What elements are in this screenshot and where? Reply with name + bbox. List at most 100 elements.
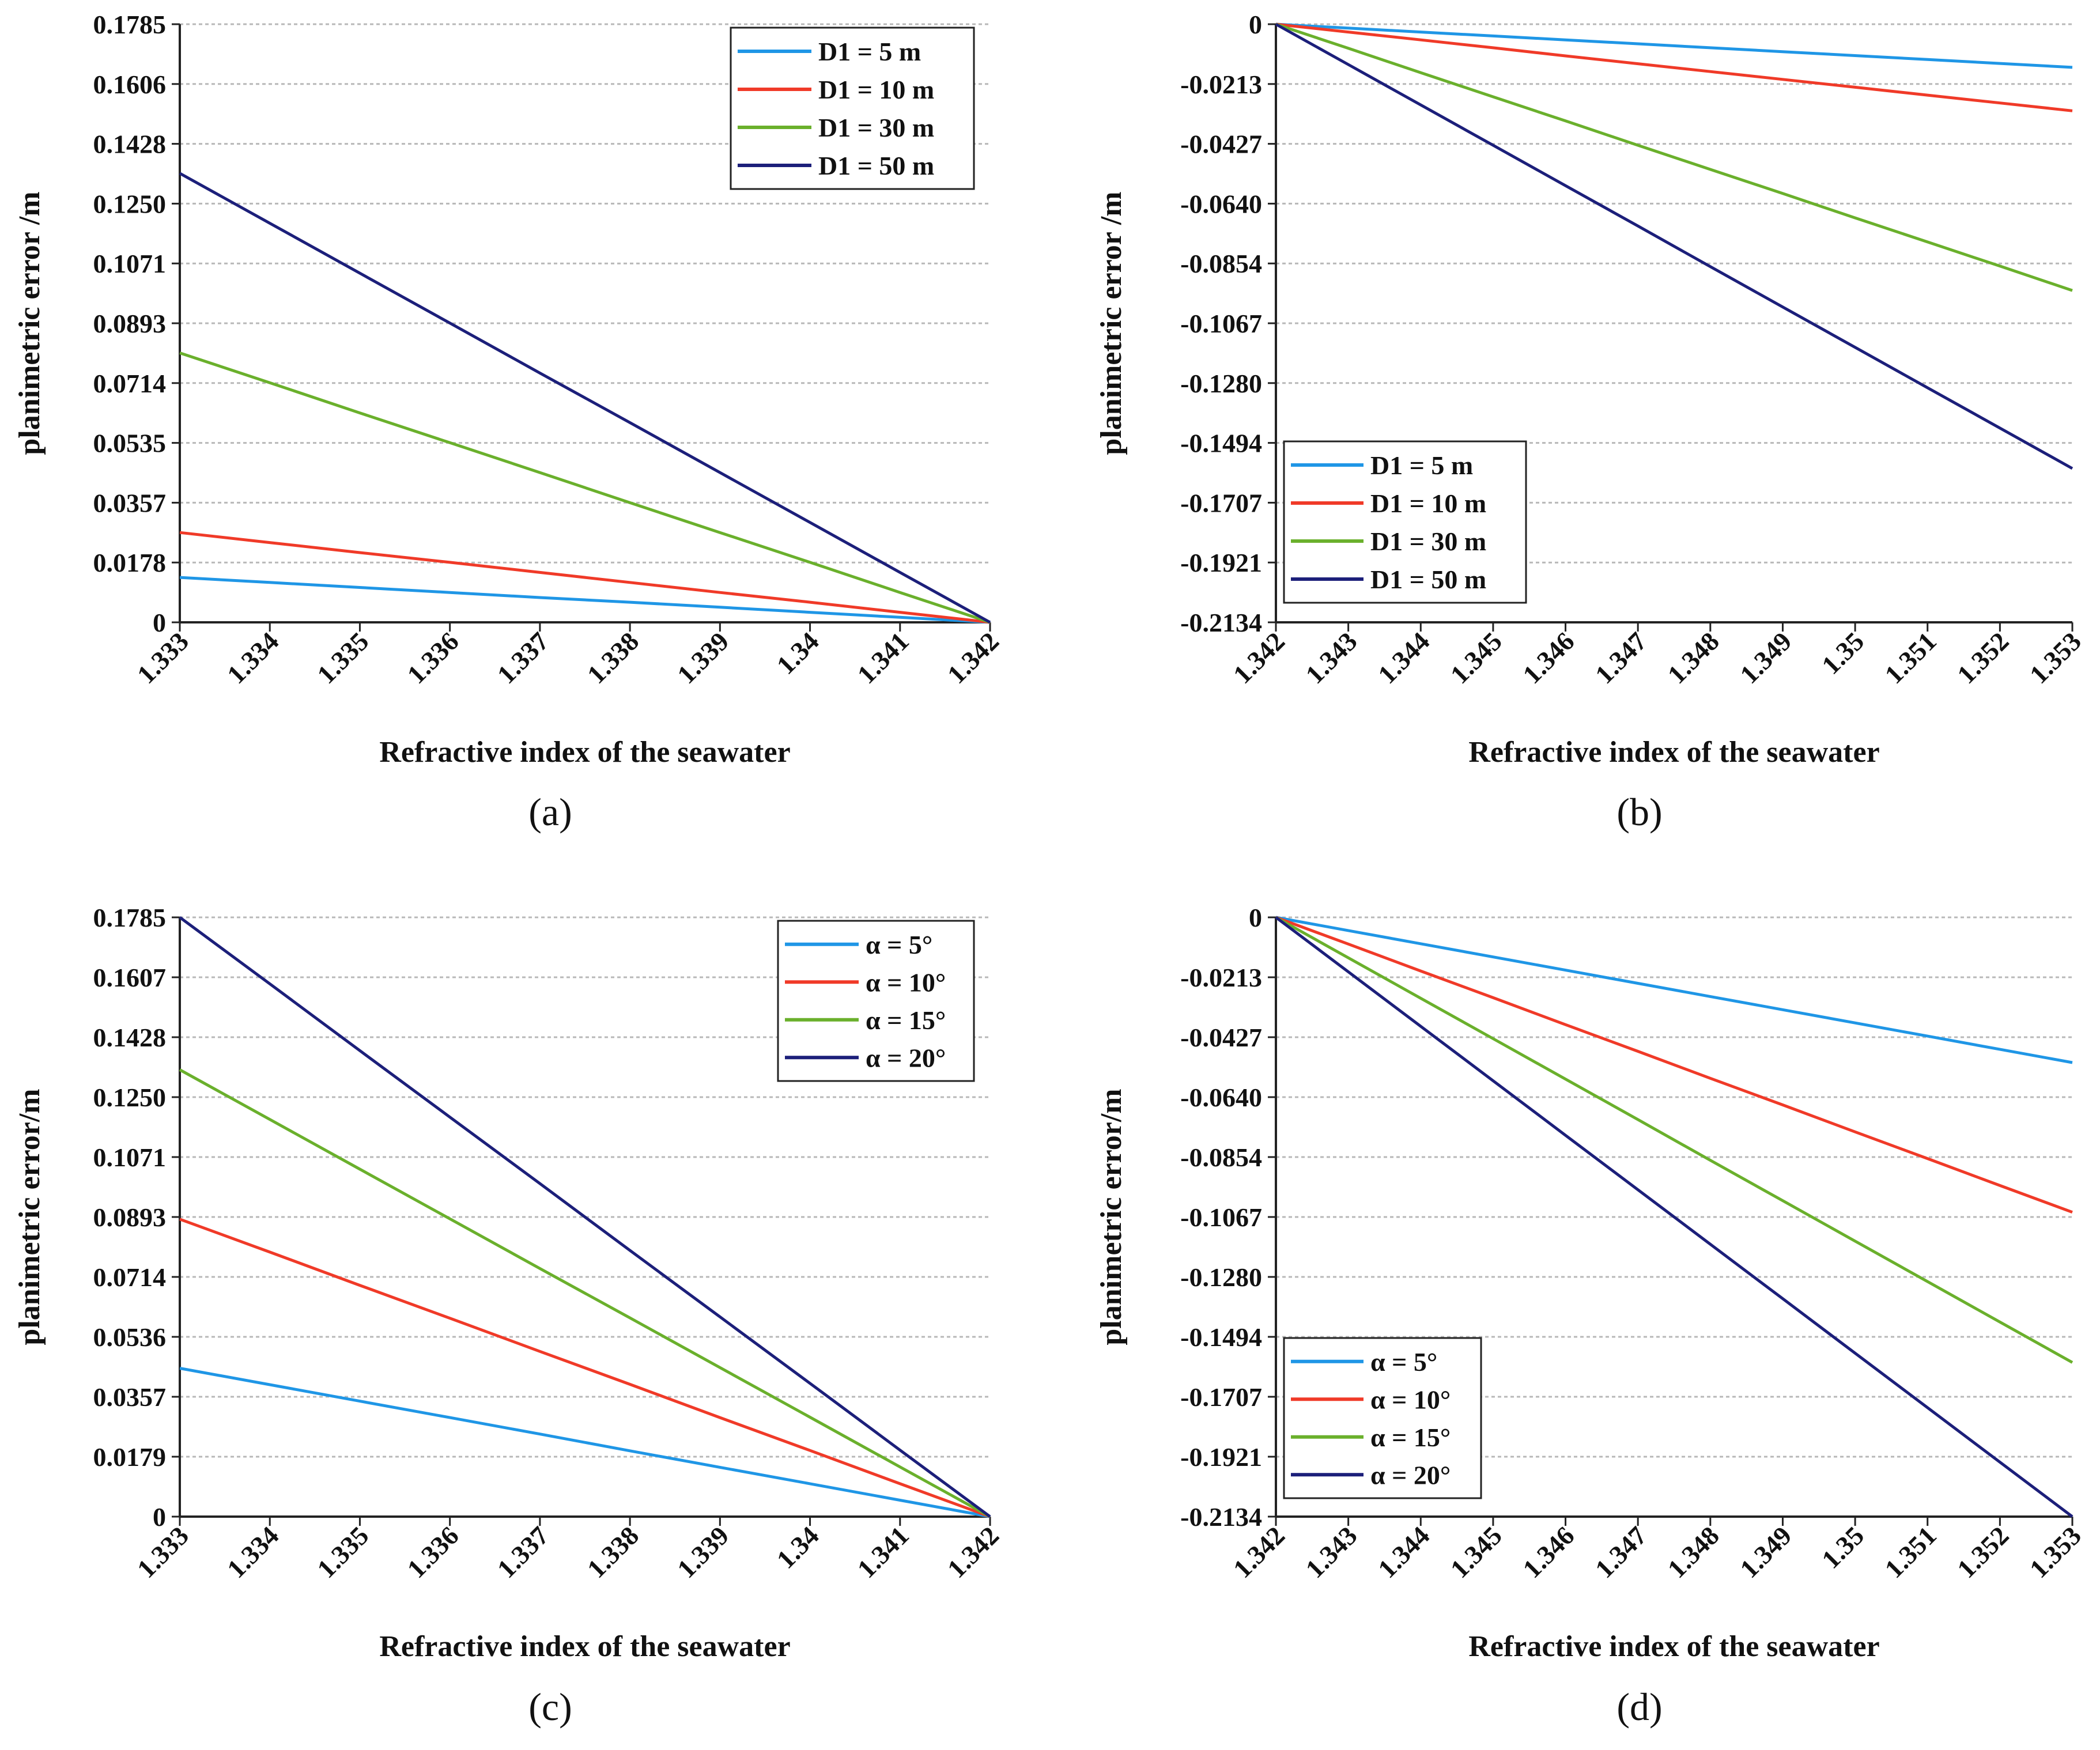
panel3-x-tick-label: 1.34 bbox=[771, 1521, 825, 1574]
panel2-x-tick-label: 1.346 bbox=[1517, 626, 1580, 689]
panel1-legend-label-3: D1 = 30 m bbox=[818, 113, 934, 142]
panel3-legend-label-2: α = 10° bbox=[866, 967, 946, 997]
panel1-x-tick-label: 1.338 bbox=[581, 626, 644, 689]
panel2-y-tick-label: -0.1707 bbox=[1180, 488, 1262, 517]
panel4-legend-box bbox=[1283, 1337, 1482, 1499]
panel1-x-tick-label: 1.342 bbox=[942, 626, 1004, 689]
panel2-legend-label-1: D1 = 5 m bbox=[1370, 451, 1473, 480]
panel3-y-tick-label: 0.1607 bbox=[93, 963, 167, 992]
panel2-y-tick-label: -0.0640 bbox=[1180, 189, 1262, 218]
panel2-legend-label-2: D1 = 10 m bbox=[1370, 489, 1486, 518]
panel3-y-tick-label: 0.0357 bbox=[93, 1382, 167, 1412]
panel2-x-tick-label: 1.353 bbox=[2024, 626, 2087, 689]
panel2-x-tick-label: 1.35 bbox=[1816, 626, 1869, 680]
panel3-y-tick-label: 0.1250 bbox=[93, 1083, 167, 1112]
panel4-y-tick-label: -0.0640 bbox=[1180, 1083, 1262, 1112]
panel2-legend-label-4: D1 = 50 m bbox=[1370, 565, 1486, 594]
panel1-y-tick-label: 0.1785 bbox=[93, 10, 167, 39]
panel1-legend: D1 = 5 m D1 = 10 m D1 = 30 m D1 = 50 m bbox=[730, 27, 975, 190]
panel1-x-tick-label: 1.334 bbox=[221, 626, 284, 689]
panel1-y-tick-label: 0.0714 bbox=[93, 369, 167, 398]
panel2-y-tick-label: 0 bbox=[1249, 10, 1262, 39]
panel3-y-tick-label: 0.1785 bbox=[93, 903, 167, 932]
panel1-y-tick-label: 0 bbox=[153, 608, 166, 637]
panel2-x-tick-label: 1.352 bbox=[1951, 626, 2014, 689]
panel1-y-tick-label: 0.0535 bbox=[93, 429, 167, 458]
panel3-x-tick-label: 1.337 bbox=[492, 1521, 554, 1583]
panel3-x-axis-label: Refractive index of the seawater bbox=[379, 1630, 790, 1663]
panel3-series-line-1 bbox=[179, 1367, 991, 1518]
panel2-x-axis-label: Refractive index of the seawater bbox=[1468, 736, 1879, 769]
panel4-x-tick-label: 1.347 bbox=[1589, 1521, 1652, 1583]
panel1-series-line-2 bbox=[179, 531, 991, 624]
panel4-x-tick-label: 1.353 bbox=[2024, 1521, 2087, 1583]
panel1-legend-box bbox=[730, 27, 975, 190]
panel1-legend-label-4: D1 = 50 m bbox=[818, 151, 934, 180]
panel2-x-tick-label: 1.343 bbox=[1300, 626, 1362, 689]
panel2-y-tick-label: -0.1067 bbox=[1180, 309, 1262, 338]
panel1-y-tick-label: 0.1071 bbox=[93, 249, 167, 278]
panel2-x-tick-label: 1.348 bbox=[1662, 626, 1725, 689]
panel3-x-tick-label: 1.341 bbox=[852, 1521, 915, 1583]
panel3-legend-label-4: α = 20° bbox=[866, 1043, 946, 1072]
panel2-y-tick-label: -0.2134 bbox=[1180, 608, 1262, 637]
panel3-series-line-2 bbox=[179, 1218, 991, 1518]
panel2-series-line-2 bbox=[1275, 22, 2073, 112]
panel4-series-line-1 bbox=[1275, 916, 2073, 1064]
panel2-caption: (b) bbox=[1616, 790, 1662, 834]
panel3-x-tick-label: 1.342 bbox=[942, 1521, 1004, 1583]
panel3-caption: (c) bbox=[528, 1685, 572, 1729]
panel3-x-tick-label: 1.338 bbox=[581, 1521, 644, 1583]
panel3-legend-box bbox=[777, 920, 975, 1082]
panel4-x-tick-label: 1.343 bbox=[1300, 1521, 1362, 1583]
panel3-chart: 0 0.0179 0.0357 0.0536 0.0714 0.0893 0.1071 0.1… bbox=[13, 903, 1004, 1729]
panel4-y-tick-label: -0.1494 bbox=[1180, 1322, 1262, 1352]
panel4-x-tick-label: 1.349 bbox=[1734, 1521, 1797, 1583]
panel1-x-axis-label: Refractive index of the seawater bbox=[379, 736, 790, 769]
panel2-x-tick-label: 1.344 bbox=[1372, 626, 1435, 689]
panel2-series-line-1 bbox=[1275, 22, 2073, 69]
panel2-y-tick-label: -0.0213 bbox=[1180, 70, 1262, 99]
panel3-x-tick-label: 1.335 bbox=[311, 1521, 374, 1583]
panel3-y-axis-label: planimetric error/m bbox=[13, 1088, 46, 1345]
panel3-series-line-3 bbox=[179, 1068, 991, 1518]
panel4-legend-label-2: α = 10° bbox=[1370, 1385, 1451, 1414]
panel3-y-tick-label: 0.0714 bbox=[93, 1263, 167, 1292]
panel3-y-tick-label: 0.0179 bbox=[93, 1442, 167, 1472]
panel3-legend-label-1: α = 5° bbox=[866, 930, 932, 959]
panel3-series-line-4 bbox=[179, 916, 991, 1518]
panel4-x-tick-label: 1.346 bbox=[1517, 1521, 1580, 1583]
panel1-y-tick-label: 0.1250 bbox=[93, 189, 167, 218]
panel4-legend: α = 5° α = 10° α = 15° α = 20° bbox=[1283, 1337, 1482, 1499]
panel2-x-tick-label: 1.345 bbox=[1445, 626, 1508, 689]
panel4-y-tick-label: -0.0213 bbox=[1180, 963, 1262, 992]
panel4-y-tick-label: -0.1921 bbox=[1180, 1442, 1262, 1472]
panel2-series-line-3 bbox=[1275, 22, 2073, 292]
panel4-chart: -0.2134 -0.1921 -0.1707 -0.1494 -0.1280 -0.10… bbox=[1095, 903, 2087, 1729]
panel3-y-tick-label: 0 bbox=[153, 1502, 166, 1532]
panel4-y-tick-label: 0 bbox=[1249, 903, 1262, 932]
panel2-y-tick-label: -0.1280 bbox=[1180, 369, 1262, 398]
panel4-y-tick-label: -0.0854 bbox=[1180, 1143, 1262, 1172]
panel1-x-tick-label: 1.341 bbox=[852, 626, 915, 689]
panel3-x-tick-label: 1.339 bbox=[671, 1521, 734, 1583]
panel1-y-tick-label: 0.0893 bbox=[93, 309, 167, 338]
panel4-x-tick-label: 1.345 bbox=[1445, 1521, 1508, 1583]
panel1-series-line-3 bbox=[179, 351, 991, 624]
panel1-x-tick-label: 1.339 bbox=[671, 626, 734, 689]
panel4-series-line-3 bbox=[1275, 916, 2073, 1364]
panel3-legend-label-3: α = 15° bbox=[866, 1006, 946, 1035]
panel1-x-tick-label: 1.337 bbox=[492, 626, 554, 689]
panel3-x-tick-label: 1.334 bbox=[221, 1521, 284, 1583]
panel3-y-tick-label: 0.1071 bbox=[93, 1143, 167, 1172]
panel4-series-line-4 bbox=[1275, 916, 2073, 1518]
panel1-y-axis-label: planimetric error /m bbox=[13, 191, 46, 455]
panel2-y-axis-label: planimetric error /m bbox=[1095, 191, 1128, 455]
panel4-legend-label-1: α = 5° bbox=[1370, 1347, 1437, 1377]
panel4-x-tick-label: 1.35 bbox=[1816, 1521, 1869, 1574]
panel4-caption: (d) bbox=[1616, 1685, 1662, 1729]
panel4-x-tick-label: 1.351 bbox=[1879, 1521, 1942, 1583]
panel3-y-tick-label: 0.0893 bbox=[93, 1203, 167, 1232]
panel1-chart: 0 0.0178 0.0357 0.0535 0.0714 0.0893 0.1071 0.1… bbox=[13, 10, 1004, 834]
